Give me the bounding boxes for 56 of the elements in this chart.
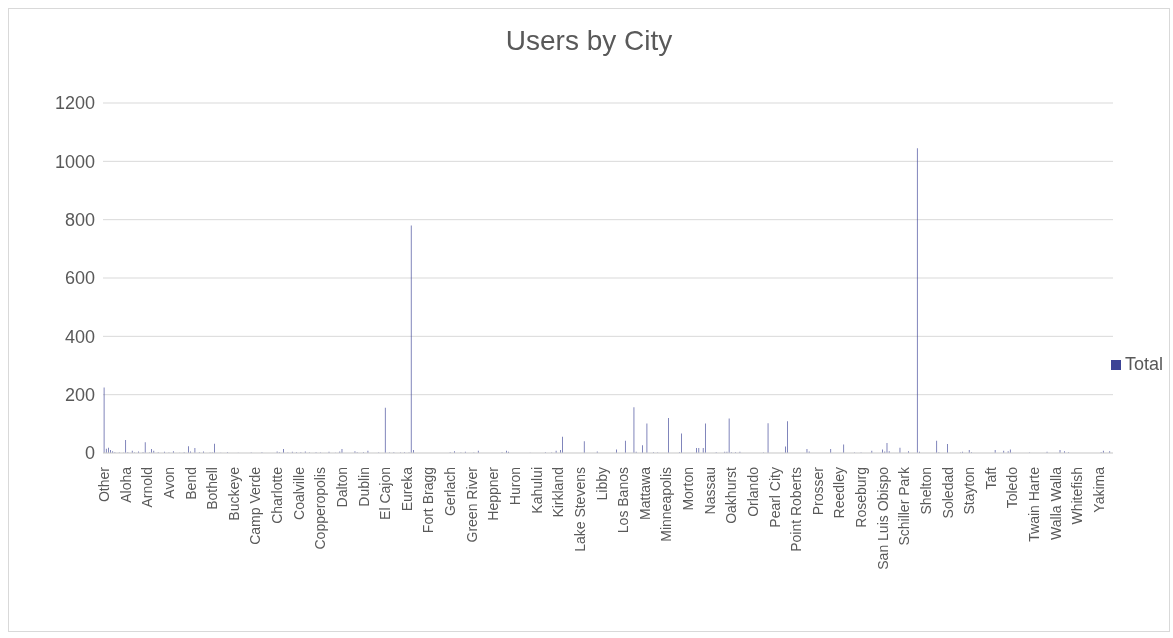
x-tick-label: Charlotte — [269, 466, 286, 524]
x-tick-label: Shelton — [917, 467, 934, 515]
x-tick-label: Green River — [463, 466, 480, 543]
x-tick-label: Toledo — [1004, 466, 1021, 509]
x-tick-label: Huron — [507, 467, 523, 506]
x-tick-label: Libby — [593, 467, 610, 501]
x-tick-label: Avon — [160, 467, 177, 499]
x-tick-label: Morton — [680, 467, 697, 511]
x-tick-label: Bend — [182, 467, 199, 500]
y-tick-label: 800 — [64, 210, 95, 231]
x-tick-label: Pearl City — [766, 467, 783, 528]
x-tick-label: Taft — [982, 466, 999, 490]
x-tick-label: Walla Walla — [1047, 466, 1064, 540]
y-tick-label: 400 — [64, 326, 95, 347]
x-tick-label: Coalville — [290, 466, 307, 520]
x-tick-label: Gerlach — [442, 467, 459, 517]
legend-label: Total — [1124, 354, 1163, 375]
x-tick-label: Kahului — [528, 467, 545, 514]
x-tick-label: Roseburg — [853, 467, 870, 528]
y-tick-label: 1200 — [54, 93, 95, 114]
x-tick-label: Fort Bragg — [420, 467, 437, 534]
y-tick-label: 600 — [64, 268, 95, 289]
x-tick-label: Los Banos — [615, 467, 632, 534]
x-tick-label: Yakima — [1090, 466, 1107, 513]
x-tick-label: Aloha — [117, 466, 134, 503]
x-tick-label: Prosser — [809, 466, 826, 516]
x-tick-label: Mattawa — [636, 466, 653, 520]
x-tick-label: Oakhurst — [723, 466, 740, 524]
x-tick-label: Camp Verde — [247, 466, 264, 545]
x-tick-label: Point Roberts — [788, 467, 805, 552]
y-tick-label: 200 — [64, 385, 95, 406]
x-tick-label: San Luis Obispo — [874, 466, 891, 570]
x-tick-label: Soledad — [939, 467, 956, 519]
x-tick-label: Reedley — [831, 467, 848, 519]
x-tick-label: Schiller Park — [896, 466, 913, 546]
x-tick-label: Twain Harte — [1026, 466, 1043, 542]
x-tick-label: Buckeye — [225, 466, 242, 521]
x-tick-label: Bothell — [204, 467, 221, 510]
x-tick-label: Lake Stevens — [571, 467, 588, 552]
x-tick-label: Stayton — [961, 467, 978, 515]
x-tick-label: Dublin — [355, 467, 372, 507]
y-tick-label: 1000 — [54, 151, 95, 172]
x-tick-label: Kirkland — [550, 467, 567, 518]
y-tick-label: 0 — [84, 443, 95, 464]
x-tick-label: Dalton — [333, 467, 350, 508]
x-tick-label: Heppner — [485, 466, 502, 521]
x-tick-label: Orlando — [744, 466, 761, 517]
x-tick-label: Arnold — [139, 467, 156, 508]
x-tick-label: Other — [96, 466, 113, 503]
x-tick-label: Nassau — [701, 467, 718, 515]
chart-title: Users by City — [504, 25, 674, 57]
x-tick-label: El Cajon — [377, 467, 394, 520]
x-tick-label: Minneapolis — [658, 467, 675, 542]
x-tick-label: Eureka — [398, 466, 415, 512]
x-tick-label: Copperopolis — [312, 467, 329, 550]
x-tick-label: Whitefish — [1069, 467, 1086, 525]
